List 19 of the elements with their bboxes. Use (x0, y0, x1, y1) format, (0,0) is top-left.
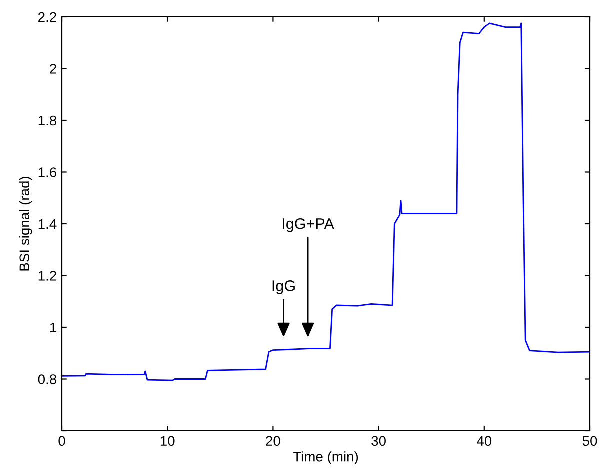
x-tick-label: 0 (58, 436, 66, 446)
y-tick-label: 1.8 (38, 116, 57, 126)
x-tick-label: 30 (372, 436, 386, 446)
x-axis-title: Time (min) (293, 452, 358, 465)
x-tick-label: 50 (582, 436, 598, 446)
y-tick-label: 1.4 (38, 219, 57, 230)
x-tick-label: 40 (476, 436, 492, 446)
y-axis-title: BSI signal (rad) (19, 177, 32, 271)
y-tick-label: 1 (50, 322, 56, 333)
y-tick-label: 2 (50, 64, 56, 74)
y-tick-label: 2.2 (38, 12, 56, 22)
x-tick-label: 10 (160, 436, 175, 446)
annotation: IgG+PA (283, 218, 334, 232)
y-tick-label: 1.6 (38, 168, 57, 178)
annotation: IgG (272, 280, 295, 294)
x-tick-label: 20 (266, 436, 280, 446)
line-series (62, 22, 590, 382)
y-tick-label: 0.8 (38, 374, 57, 384)
y-tick-label: 1.2 (38, 271, 56, 281)
